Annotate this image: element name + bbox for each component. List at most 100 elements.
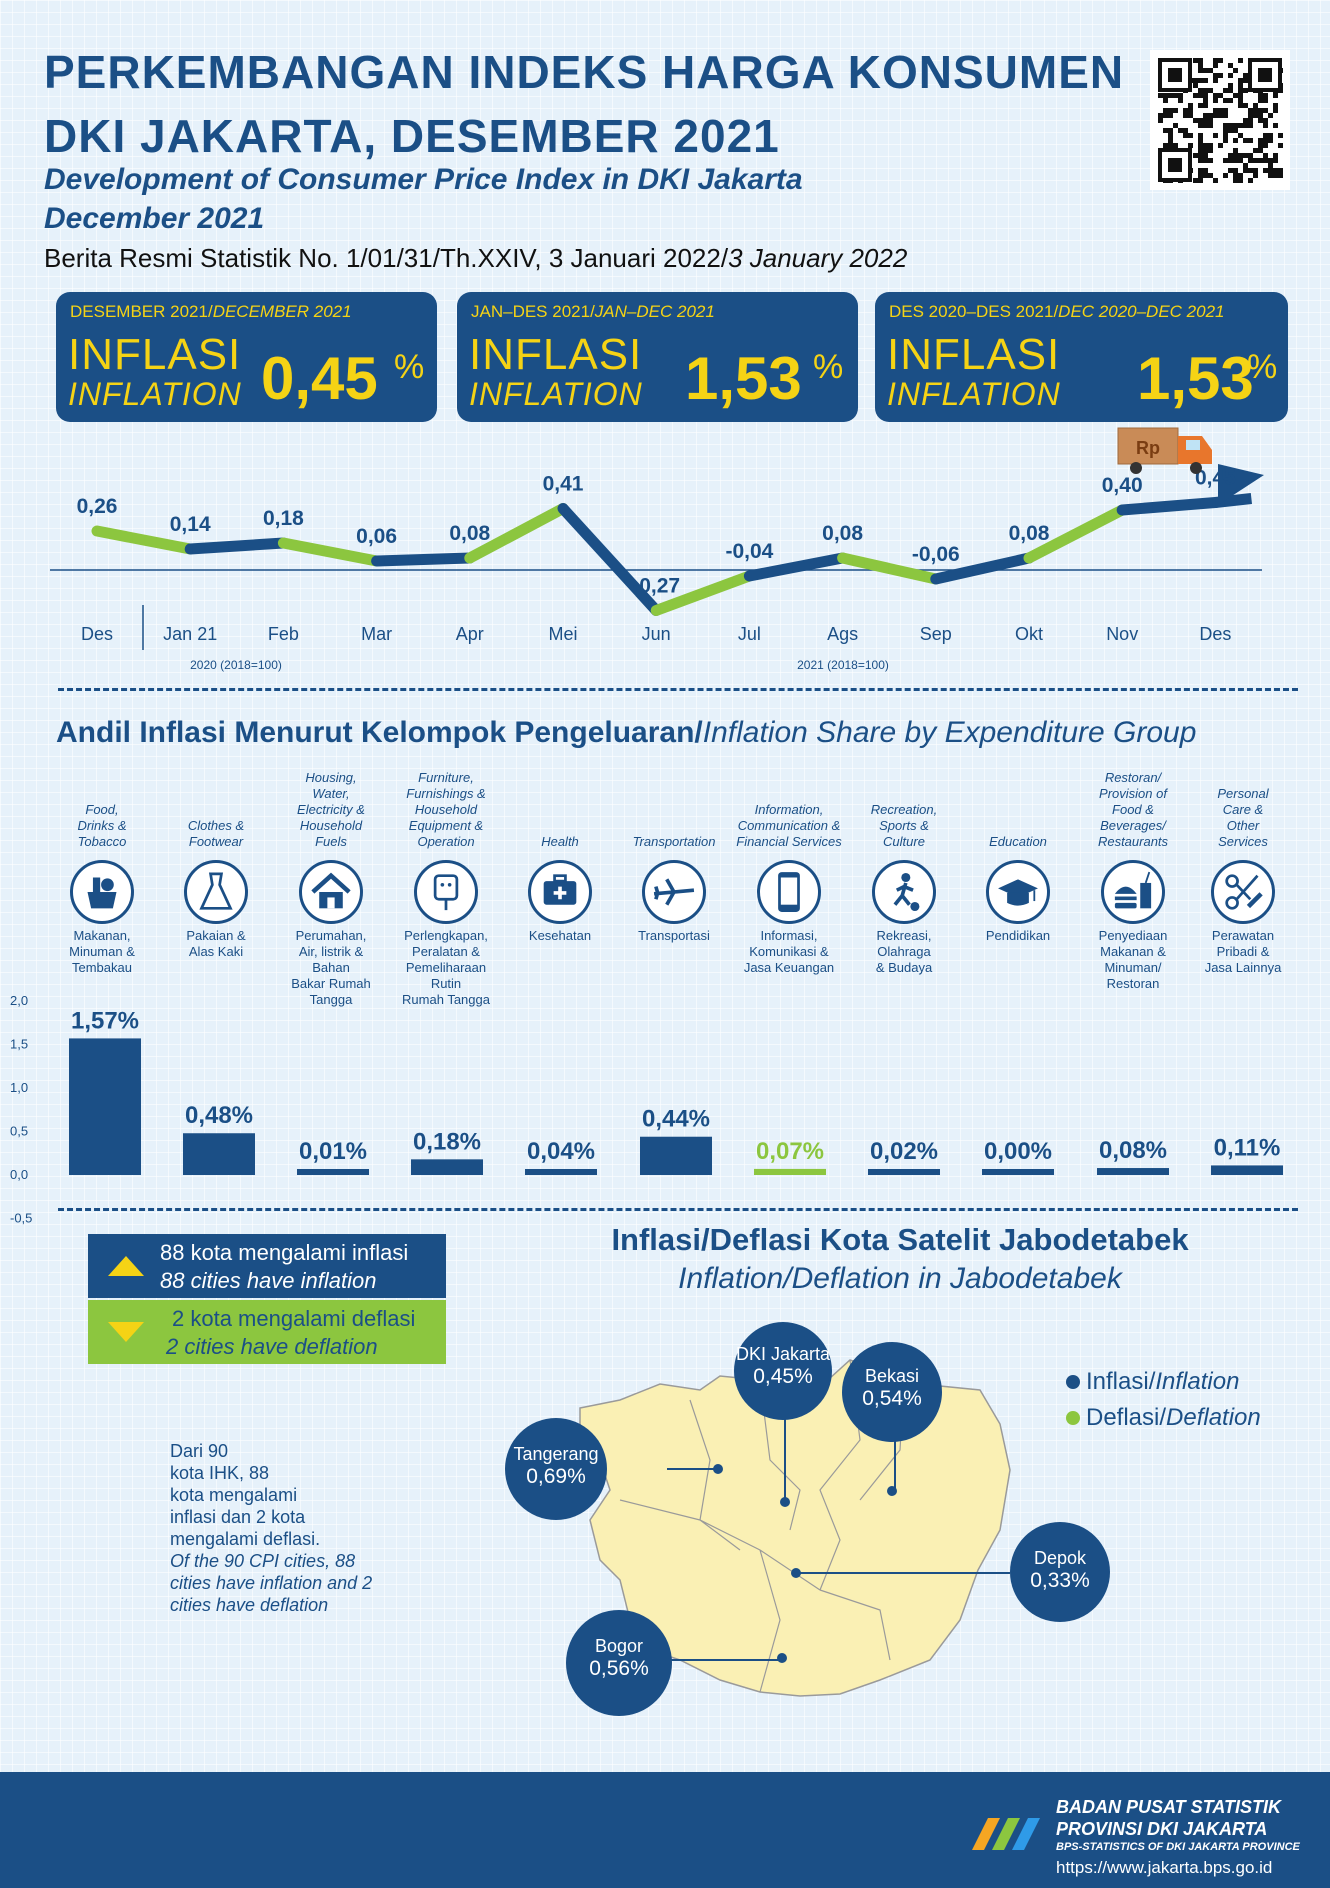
line-segment-7	[743, 552, 849, 582]
box-value: 0,45	[261, 345, 378, 412]
bar-label-1: 0,48%	[185, 1102, 253, 1129]
marker-tangerang	[713, 1464, 723, 1474]
footer-org-line-1: BADAN PUSAT STATISTIK	[1056, 1797, 1281, 1817]
box-period-en: DEC 2020–DEC 2021	[1058, 302, 1225, 321]
base-year-2020: 2020 (2018=100)	[190, 658, 282, 672]
bar-label-3: 0,18%	[413, 1128, 481, 1155]
footer: BADAN PUSAT STATISTIK PROVINSI DKI JAKAR…	[0, 1772, 1330, 1888]
group-label-en-3: Furniture, Furnishings & Household Equip…	[406, 770, 486, 849]
footer-org-line-2: PROVINSI DKI JAKARTA	[1056, 1819, 1268, 1839]
scissors-comb-icon	[1211, 860, 1275, 924]
footer-url[interactable]: https://www.jakarta.bps.go.id	[1056, 1858, 1273, 1877]
bar-4	[525, 1169, 597, 1175]
line-segment-2	[277, 537, 383, 567]
line-segment-8	[837, 552, 942, 585]
data-label-6: -0,27	[632, 575, 680, 598]
x-tick-label-0: Des	[81, 624, 113, 644]
map-legend-deflation: Deflasi/Deflation	[1066, 1404, 1261, 1432]
x-tick-label-5: Mei	[548, 624, 577, 644]
bar-label-9: 0,08%	[1099, 1137, 1167, 1164]
city-value: 0,33%	[1030, 1569, 1090, 1592]
bar-7	[868, 1169, 940, 1175]
x-tick-label-4: Apr	[456, 624, 484, 644]
x-tick-label-10: Okt	[1015, 624, 1043, 644]
legend-dot-inflation	[1066, 1375, 1080, 1389]
city-tangerang: Tangerang 0,69%	[505, 1418, 607, 1520]
group-label-id-4: Kesehatan	[528, 928, 592, 943]
bar-label-0: 1,57%	[71, 1007, 139, 1034]
box-period: DES 2020–DES 2021/	[889, 302, 1059, 321]
line-segment-4	[464, 503, 569, 564]
data-label-7: -0,04	[725, 540, 773, 563]
group-label-id-6: Informasi, Komunikasi & Jasa Keuangan	[743, 928, 835, 975]
phone-icon	[757, 860, 821, 924]
house-icon	[299, 860, 363, 924]
map-legend-inflation: Inflasi/Inflation	[1066, 1368, 1239, 1396]
bar-2	[297, 1169, 369, 1175]
line-segment-1	[184, 537, 289, 555]
bar-6	[754, 1168, 826, 1175]
bps-logo-icon	[972, 1818, 1040, 1850]
group-label-en-1: Clothes & Footwear	[187, 818, 245, 849]
data-label-3: 0,06	[356, 525, 397, 548]
line-segment-11	[1116, 497, 1221, 516]
legend-inflation-text-en: Inflation	[1155, 1368, 1240, 1395]
box-period-en: JAN–DEC 2021	[594, 302, 715, 321]
expenditure-section-title: Andil Inflasi Menurut Kelompok Pengeluar…	[56, 716, 1196, 750]
x-tick-label-6: Jun	[642, 624, 671, 644]
city-depok: Depok 0,33%	[1010, 1522, 1110, 1622]
city-bogor: Bogor 0,56%	[566, 1610, 672, 1716]
bar-0	[69, 1038, 141, 1175]
monthly-inflation-line-chart: 0,26 0,14 0,18 0,06 0,08 0,41 -0,27 -0,04 0,08 -0…	[50, 464, 1264, 672]
group-label-en-7: Recreation, Sports & Culture	[870, 802, 938, 849]
legend-deflation-text-en: Deflation	[1166, 1404, 1261, 1431]
deflation-cities-box: 2 kota mengalami deflasi 2 cities have d…	[88, 1300, 446, 1364]
base-year-2021: 2021 (2018=100)	[797, 658, 889, 672]
brs-date-en: 3 January 2022	[728, 243, 908, 273]
city-value: 0,69%	[526, 1465, 586, 1488]
group-label-id-3: Perlengkapan, Peralatan & Pemeliharaan R…	[402, 928, 490, 1007]
down-triangle-icon	[108, 1322, 144, 1342]
group-label-id-10: Perawatan Pribadi & Jasa Lainnya	[1204, 928, 1282, 975]
y-tick-label-3: 0,5	[10, 1124, 28, 1139]
line-segment-3	[371, 552, 476, 567]
city-value: 0,54%	[862, 1387, 922, 1410]
line-segment-9	[930, 552, 1035, 585]
dress-icon	[184, 860, 248, 924]
group-label-en-9: Restoran/ Provision of Food & Beverages/…	[1097, 770, 1169, 849]
data-label-12: 0,45	[1195, 467, 1236, 490]
bar-3	[411, 1159, 483, 1175]
box-label: INFLASI	[887, 330, 1061, 379]
box-label: INFLASI	[68, 330, 242, 379]
map-title: Inflasi/Deflasi Kota Satelit Jabodetabek…	[560, 1222, 1240, 1296]
y-tick-label-2: 1,0	[10, 1080, 28, 1095]
bar-label-8: 0,00%	[984, 1138, 1052, 1165]
section-title-en: Inflation Share by Expenditure Group	[702, 716, 1197, 749]
y-tick-label-5: -0,5	[10, 1211, 32, 1226]
group-label-en-4: Health	[541, 834, 579, 849]
group-label-en-6: Information, Communication & Financial S…	[736, 802, 842, 849]
box-unit: %	[394, 348, 425, 386]
bar-label-5: 0,44%	[642, 1106, 710, 1133]
qr-code[interactable]	[1150, 50, 1290, 190]
x-tick-label-12: Des	[1199, 624, 1231, 644]
divider-1	[58, 688, 1298, 691]
divider-2	[58, 1208, 1298, 1211]
burger-drink-icon	[1101, 860, 1165, 924]
inflation-box-month: DESEMBER 2021/DECEMBER 2021 INFLASI INFL…	[56, 292, 437, 422]
brs-text: Berita Resmi Statistik No. 1/01/31/Th.XX…	[44, 243, 729, 273]
box-unit: %	[813, 348, 844, 386]
box-period-en: DECEMBER 2021	[212, 302, 352, 321]
line-segment-6	[650, 570, 755, 616]
group-label-id-5: Transportasi	[638, 928, 710, 943]
y-tick-label-0: 2,0	[10, 993, 28, 1008]
trend-arrow-head	[1218, 464, 1264, 505]
inflation-cities-text-en: 88 cities have inflation	[160, 1268, 377, 1293]
cities-note-id: Dari 90 kota IHK, 88 kota mengalami infl…	[170, 1441, 321, 1549]
group-label-id-0: Makanan, Minuman & Tembakau	[69, 928, 135, 975]
page-subtitle: Development of Consumer Price Index in D…	[44, 160, 803, 238]
data-label-8: 0,08	[822, 522, 863, 545]
city-name: Bekasi	[864, 1366, 920, 1386]
box-label-en: INFLATION	[68, 376, 242, 412]
group-label-en-5: Transportation	[632, 834, 716, 849]
